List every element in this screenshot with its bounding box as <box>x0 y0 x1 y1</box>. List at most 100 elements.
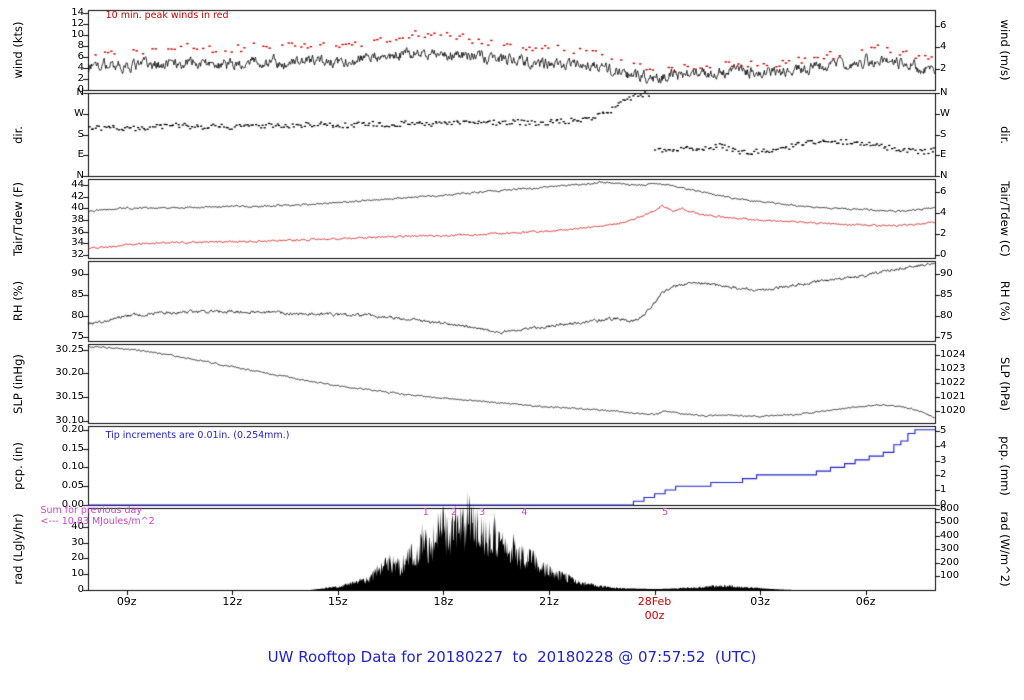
ytick-right-dir: S <box>940 128 947 140</box>
ytick-right-rad: 400 <box>940 529 960 541</box>
ytick-left-pcp: 0.05 <box>61 480 84 492</box>
ytick-left-rad: 10 <box>71 568 84 580</box>
axis-label-right-temp: Tair/Tdew (C) <box>998 180 1012 257</box>
ytick-left-wind: 8 <box>77 39 84 51</box>
xtick-label-1: 12z <box>222 595 243 608</box>
ytick-right-pcp: 1 <box>940 484 947 496</box>
ytick-left-temp: 44 <box>71 178 84 190</box>
ytick-right-rh: 75 <box>940 330 953 342</box>
ytick-right-slp: 1022 <box>940 376 966 388</box>
ytick-right-pcp: 2 <box>940 469 947 481</box>
axis-label-left-dir: dir. <box>11 125 25 144</box>
ytick-left-rh: 80 <box>71 309 84 321</box>
ytick-right-pcp: 0 <box>940 499 947 510</box>
ytick-left-wind: 10 <box>71 28 84 40</box>
ytick-right-dir: N <box>940 170 948 181</box>
ytick-left-rh: 85 <box>71 288 84 300</box>
axis-label-left-pcp: pcp. (in) <box>11 441 25 490</box>
ytick-right-dir: W <box>940 107 950 119</box>
ytick-right-rh: 90 <box>940 267 953 279</box>
ytick-right-temp: 2 <box>940 228 947 239</box>
ytick-left-pcp: 0.20 <box>61 423 84 435</box>
xtick-label-6: 03z <box>750 595 770 608</box>
ytick-left-wind: 4 <box>77 61 84 73</box>
xtick-label2-5: 00z <box>644 609 665 622</box>
ytick-left-temp: 32 <box>71 249 84 261</box>
ytick-right-dir: E <box>940 149 947 161</box>
ytick-right-pcp: 5 <box>940 424 947 436</box>
ytick-right-temp: 4 <box>940 206 947 218</box>
ytick-right-rh: 85 <box>940 288 953 300</box>
annotation-rad-0: Sum for previous day <box>40 504 143 516</box>
ytick-left-dir: N <box>76 170 84 181</box>
ytick-right-wind: 2 <box>940 62 947 74</box>
ytick-left-rad: 30 <box>71 536 84 548</box>
axis-label-left-slp: SLP (inHg) <box>11 353 25 414</box>
ytick-right-rad: 500 <box>940 516 960 528</box>
ytick-right-wind: 6 <box>940 19 947 31</box>
ytick-right-temp: 6 <box>940 185 947 197</box>
ytick-left-pcp: 0.10 <box>61 461 84 473</box>
ytick-left-slp: 30.20 <box>55 367 84 379</box>
ytick-left-temp: 34 <box>71 237 84 249</box>
axis-label-left-rad: rad (Lgly/hr) <box>11 513 25 585</box>
ytick-right-slp: 1021 <box>940 390 966 402</box>
ytick-right-rh: 80 <box>940 309 953 321</box>
ytick-right-slp: 1023 <box>940 363 966 375</box>
annotation-rad-2: 1 <box>422 506 429 518</box>
axis-label-right-rh: RH (%) <box>998 280 1012 322</box>
xtick-label-0: 09z <box>116 595 137 608</box>
axis-label-right-dir: dir. <box>998 125 1012 144</box>
ytick-left-dir: E <box>77 149 84 161</box>
xtick-label-5: 28Feb <box>637 595 672 608</box>
xtick-label-3: 18z <box>433 595 454 608</box>
axis-label-left-temp: Tair/Tdew (F) <box>11 181 25 256</box>
axis-label-right-pcp: pcp. (mm) <box>998 435 1012 496</box>
annotation-rad-4: 3 <box>479 506 486 518</box>
ytick-left-temp: 40 <box>71 202 84 214</box>
ytick-left-temp: 42 <box>71 190 84 202</box>
ytick-right-rad: 100 <box>940 570 960 582</box>
axis-label-left-rh: RH (%) <box>11 280 25 322</box>
ytick-left-pcp: 0.00 <box>61 499 84 510</box>
xtick-label-4: 21z <box>539 595 559 608</box>
ytick-right-temp: 0 <box>940 249 947 261</box>
ytick-left-rh: 75 <box>71 330 84 342</box>
ytick-left-rad: 0 <box>77 584 84 595</box>
ytick-left-temp: 38 <box>71 213 84 225</box>
ytick-left-wind: 6 <box>77 50 84 62</box>
ytick-left-rad: 40 <box>71 520 84 532</box>
ytick-right-slp: 1024 <box>940 348 966 360</box>
ytick-left-dir: N <box>76 87 84 98</box>
annotation-pcp-0: Tip increments are 0.01in. (0.254mm.) <box>105 430 290 442</box>
ytick-left-dir: W <box>74 107 84 119</box>
ytick-right-wind: 4 <box>940 41 947 53</box>
chart-title: UW Rooftop Data for 20180227 to 20180228… <box>267 648 757 666</box>
xtick-label-2: 15z <box>327 595 348 608</box>
ytick-left-wind: 2 <box>77 72 84 84</box>
axis-label-left-wind: wind (kts) <box>11 21 25 79</box>
ytick-left-slp: 30.10 <box>55 414 84 426</box>
ytick-left-wind: 14 <box>71 6 84 18</box>
ytick-left-dir: S <box>77 128 84 140</box>
annotation-rad-5: 4 <box>521 506 528 518</box>
axis-label-right-rad: rad (W/m^2) <box>998 511 1012 587</box>
ytick-right-slp: 1020 <box>940 404 966 416</box>
ytick-left-rh: 90 <box>71 267 84 279</box>
ytick-right-rad: 200 <box>940 556 960 568</box>
ytick-left-wind: 0 <box>77 84 84 95</box>
annotation-rad-3: 2 <box>450 506 457 518</box>
ytick-right-pcp: 3 <box>940 454 947 466</box>
ytick-left-rad: 20 <box>71 552 84 564</box>
axis-label-right-slp: SLP (hPa) <box>998 356 1012 411</box>
ytick-right-rad: 300 <box>940 543 960 555</box>
xtick-label-7: 06z <box>855 595 876 608</box>
ytick-right-rad: 600 <box>940 502 960 514</box>
ytick-left-temp: 36 <box>71 225 84 237</box>
ytick-left-wind: 12 <box>71 17 84 29</box>
ytick-right-dir: N <box>940 87 948 98</box>
ytick-left-slp: 30.25 <box>55 343 84 355</box>
ytick-left-slp: 30.15 <box>55 390 84 402</box>
ytick-right-pcp: 4 <box>940 439 947 451</box>
